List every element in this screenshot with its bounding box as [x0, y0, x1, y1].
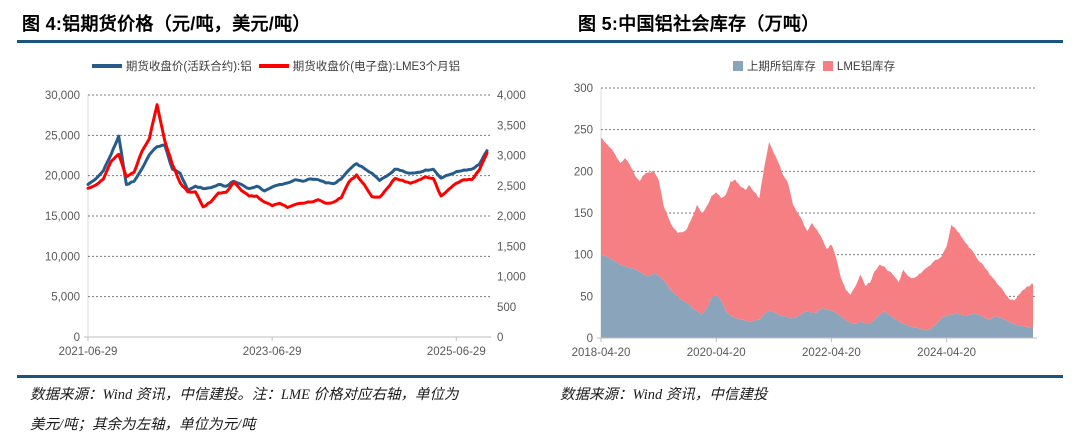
- right-axis-tick-label: 2,500: [497, 181, 526, 193]
- area-shfe-inventory: [601, 254, 1033, 338]
- left-axis-tick-label: 15,000: [45, 211, 80, 223]
- futures-price-chart: 30,000 25,000 20,000 15,000 10,000 5,000 0 4,00…: [45, 90, 526, 358]
- y-axis-tick-label: 300: [574, 83, 593, 95]
- legend-line-swatch-lme: [258, 64, 289, 68]
- y-axis-tick-label: 0: [587, 333, 593, 345]
- legend-square-swatch-lme: [822, 61, 833, 71]
- y-axis-tick-label: 200: [574, 166, 593, 178]
- legend-label: 期货收盘价(电子盘):LME3个月铝: [292, 61, 461, 73]
- y-axis-tick-label: 100: [574, 250, 593, 262]
- legend-line-swatch-shfe: [91, 64, 122, 68]
- right-axis-tick-label: 1,000: [497, 272, 526, 284]
- figure5-title: 图 5:中国铝社会库存（万吨）: [578, 14, 820, 34]
- left-axis-tick-label: 0: [74, 332, 80, 344]
- left-axis-tick-label: 10,000: [45, 251, 80, 263]
- x-axis-tick-label: 2018-04-20: [572, 347, 631, 359]
- inventory-chart: 300 250 200 150 100 50 0 2018-04-20 2020-04-20 20…: [572, 83, 1037, 359]
- right-axis-tick-label: 500: [497, 302, 516, 314]
- source-text-line: 美元/吨；其余为左轴，单位为元/吨: [30, 417, 256, 433]
- figure5-legend: 上期所铝库存 LME铝库存: [558, 58, 1070, 74]
- x-axis-tick-label: 2021-06-29: [59, 346, 118, 358]
- legend-label: LME铝库存: [836, 61, 896, 73]
- price-line-lme: [86, 103, 489, 209]
- y-axis-tick-label: 150: [574, 208, 593, 220]
- source-text-line: 数据来源：Wind 资讯，中信建投: [560, 387, 768, 403]
- price-line-shfe: [86, 134, 489, 193]
- y-axis-tick-label: 250: [574, 125, 593, 137]
- right-axis-tick-label: 0: [497, 332, 503, 344]
- right-axis-tick-label: 3,000: [497, 151, 526, 163]
- x-axis-tick-label: 2025-06-29: [427, 346, 486, 358]
- area-lme-inventory: [601, 138, 1033, 331]
- x-axis-tick-label: 2024-04-20: [917, 347, 976, 359]
- legend-item-shfe-inventory: 上期所铝库存: [732, 58, 816, 74]
- left-axis-tick-label: 20,000: [45, 171, 80, 183]
- x-axis-tick-label: 2023-06-29: [243, 346, 302, 358]
- left-axis-tick-label: 5,000: [51, 292, 80, 304]
- legend-item-lme-price: 期货收盘价(电子盘):LME3个月铝: [258, 58, 461, 74]
- legend-square-swatch-shfe: [732, 61, 743, 71]
- y-axis-tick-label: 50: [580, 291, 593, 303]
- legend-label: 上期所铝库存: [746, 61, 816, 73]
- x-axis-tick-label: 2022-04-20: [802, 347, 861, 359]
- right-axis-tick-label: 1,500: [497, 241, 526, 253]
- bottom-divider-rule: [17, 375, 1063, 378]
- source-text-line: 数据来源：Wind 资讯，中信建投。注：LME 价格对应右轴，单位为: [30, 387, 459, 403]
- legend-label: 期货收盘价(活跃合约):铝: [125, 61, 252, 73]
- figure5-source: 数据来源：Wind 资讯，中信建投: [560, 380, 1060, 410]
- figure4-source: 数据来源：Wind 资讯，中信建投。注：LME 价格对应右轴，单位为 美元/吨；…: [30, 380, 535, 440]
- figure4-title: 图 4:铝期货价格（元/吨，美元/吨）: [22, 14, 311, 34]
- x-axis-tick-label: 2020-04-20: [687, 347, 746, 359]
- right-axis-tick-label: 4,000: [497, 90, 526, 102]
- legend-item-lme-inventory: LME铝库存: [822, 58, 896, 74]
- top-divider-rule: [17, 40, 1063, 43]
- right-axis-tick-label: 2,000: [497, 211, 526, 223]
- left-axis-tick-label: 25,000: [45, 130, 80, 142]
- legend-item-shfe-price: 期货收盘价(活跃合约):铝: [91, 58, 252, 74]
- figure4-legend: 期货收盘价(活跃合约):铝 期货收盘价(电子盘):LME3个月铝: [22, 58, 530, 74]
- left-axis-tick-label: 30,000: [45, 90, 80, 102]
- right-axis-tick-label: 3,500: [497, 120, 526, 132]
